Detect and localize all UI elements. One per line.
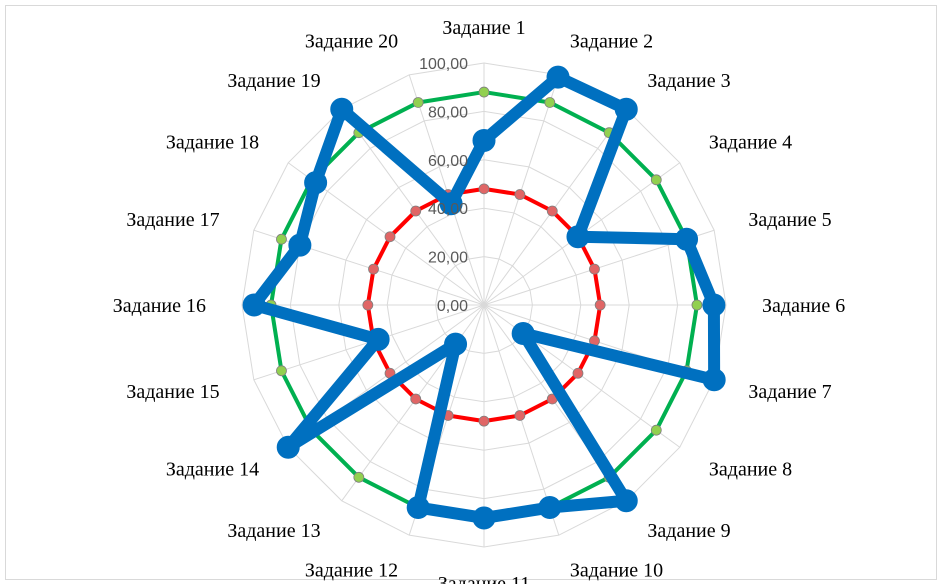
data-point xyxy=(572,367,584,379)
data-point xyxy=(439,192,463,216)
data-point xyxy=(472,506,496,530)
data-point xyxy=(410,393,422,405)
data-point xyxy=(288,233,312,257)
tick-label: 80,00 xyxy=(428,104,468,121)
data-point xyxy=(544,97,556,108)
category-label: Задание 2 xyxy=(570,31,653,53)
category-label: Задание 15 xyxy=(126,381,219,403)
category-label: Задание 19 xyxy=(227,70,320,92)
data-point xyxy=(362,299,374,311)
category-label: Задание 8 xyxy=(709,458,792,480)
category-labels: Задание 1 Задание 2 Задание 3 Задание 4 Зада… xyxy=(113,17,845,584)
data-point xyxy=(444,332,468,356)
data-point xyxy=(478,415,490,427)
data-point xyxy=(650,424,662,436)
data-point xyxy=(242,293,266,317)
data-point xyxy=(650,174,662,186)
category-label: Задание 17 xyxy=(126,209,219,231)
tick-label: 20,00 xyxy=(428,250,468,267)
category-label: Задание 3 xyxy=(647,70,730,92)
data-point xyxy=(410,205,422,217)
category-label: Задание 1 xyxy=(442,17,525,39)
data-point xyxy=(304,171,328,195)
data-point xyxy=(546,65,570,89)
series-3 xyxy=(242,65,726,530)
data-point xyxy=(412,97,424,108)
data-point xyxy=(566,225,590,249)
data-point xyxy=(478,183,490,195)
category-label: Задание 4 xyxy=(709,132,792,154)
data-point xyxy=(691,299,703,311)
category-label: Задание 9 xyxy=(647,520,730,542)
chart-area xyxy=(5,5,937,580)
data-point xyxy=(406,496,430,520)
data-point xyxy=(675,227,699,251)
data-point xyxy=(546,205,558,217)
category-label: Задание 18 xyxy=(166,132,259,154)
tick-label: 100,00 xyxy=(419,56,468,73)
data-point xyxy=(614,97,638,121)
data-point xyxy=(514,410,526,421)
category-label: Задание 11 xyxy=(438,573,531,584)
category-label: Задание 14 xyxy=(166,458,259,480)
data-point xyxy=(589,263,600,275)
data-point xyxy=(514,189,526,200)
data-point xyxy=(276,233,287,245)
data-point xyxy=(538,496,562,520)
data-point xyxy=(276,435,300,459)
series-layer xyxy=(242,65,726,530)
data-point xyxy=(594,299,606,311)
data-point xyxy=(368,263,379,275)
data-point xyxy=(702,368,726,392)
tick-label: 0,00 xyxy=(437,298,468,315)
data-point xyxy=(384,231,396,243)
value-axis-ticks: 0,00 20,00 40,00 60,00 80,00 100,00 xyxy=(419,56,468,315)
category-label: Задание 12 xyxy=(305,559,398,581)
data-point xyxy=(702,293,726,317)
category-label: Задание 13 xyxy=(227,520,320,542)
category-label: Задание 20 xyxy=(305,31,398,53)
data-point xyxy=(353,471,365,483)
category-label: Задание 6 xyxy=(762,295,845,317)
tick-label: 40,00 xyxy=(428,201,468,218)
data-point xyxy=(614,489,638,513)
category-label: Задание 7 xyxy=(748,381,831,403)
category-label: Задание 10 xyxy=(570,559,663,581)
data-point xyxy=(472,128,496,152)
data-point xyxy=(511,321,535,345)
category-label: Задание 5 xyxy=(748,209,831,231)
data-point xyxy=(366,327,390,351)
tick-label: 60,00 xyxy=(428,153,468,170)
category-label: Задание 16 xyxy=(113,295,206,317)
data-point xyxy=(330,97,354,121)
data-point xyxy=(276,365,287,377)
data-point xyxy=(478,86,490,98)
